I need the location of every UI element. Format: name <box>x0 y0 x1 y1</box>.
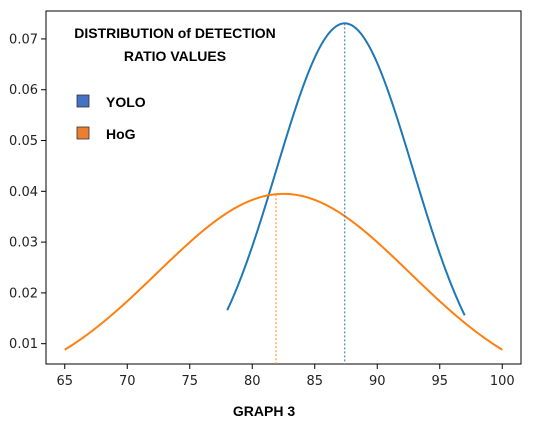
y-axis: 0.01 0.02 0.03 0.04 0.05 0.06 0.07 <box>9 32 46 352</box>
x-tick-label: 95 <box>431 374 448 389</box>
y-tick-label: 0.03 <box>9 236 38 251</box>
y-tick-label: 0.07 <box>9 32 38 47</box>
x-tick-label: 85 <box>306 374 323 389</box>
chart-title-line-1: DISTRIBUTION of DETECTION <box>74 25 275 41</box>
x-tick-label: 65 <box>56 374 73 389</box>
series-line-yolo <box>226 22 466 316</box>
x-tick-label: 100 <box>490 374 515 389</box>
series-line-hog <box>64 192 503 351</box>
x-tick-label: 90 <box>369 374 386 389</box>
legend-label-hog: HoG <box>106 126 136 142</box>
y-tick-label: 0.02 <box>9 286 38 301</box>
x-tick-label: 80 <box>244 374 261 389</box>
plot-frame <box>45 10 522 365</box>
x-tick-label: 75 <box>181 374 198 389</box>
series-lines <box>64 22 503 351</box>
mean-marker-lines <box>275 23 346 364</box>
legend-label-yolo: YOLO <box>106 94 146 110</box>
y-tick-label: 0.01 <box>9 337 38 352</box>
legend-swatch-hog <box>76 126 90 140</box>
legend: YOLO HoG <box>76 94 146 142</box>
y-tick-label: 0.04 <box>9 185 38 200</box>
chart-caption: GRAPH 3 <box>233 403 295 419</box>
x-axis: 65 70 75 80 85 90 95 100 <box>56 364 515 389</box>
legend-swatch-yolo <box>76 94 90 108</box>
y-tick-label: 0.05 <box>9 134 38 149</box>
y-tick-label: 0.06 <box>9 83 38 98</box>
plot-border <box>45 10 522 365</box>
x-tick-label: 70 <box>119 374 136 389</box>
chart-title-line-2: RATIO VALUES <box>124 48 226 64</box>
